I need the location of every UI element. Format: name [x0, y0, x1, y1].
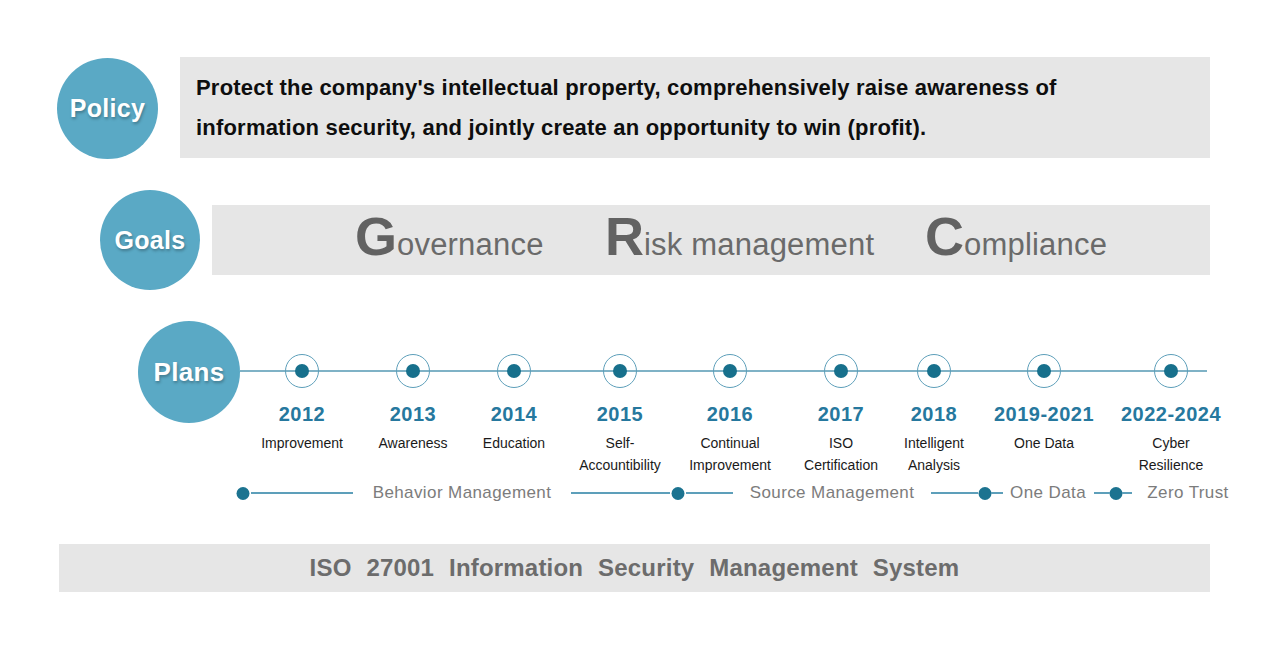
goals-badge-label: Goals: [115, 226, 186, 255]
policy-badge-label: Policy: [70, 94, 145, 123]
phase-dot-4: [1110, 487, 1123, 500]
goals-badge: Goals: [100, 190, 200, 290]
policy-statement-box: Protect the company's intellectual prope…: [180, 57, 1210, 158]
timeline-node-dot: [1164, 364, 1178, 378]
timeline-node-dot: [406, 364, 420, 378]
phase-dot-2: [672, 487, 685, 500]
timeline-node-dot: [927, 364, 941, 378]
phase-connector-6: [1094, 492, 1110, 494]
timeline-node-dot: [507, 364, 521, 378]
phase-connector-4: [931, 492, 978, 494]
phase-connector-5: [991, 492, 1003, 494]
phase-connector-1: [251, 492, 353, 494]
goal-initial: R: [605, 209, 644, 263]
timeline-node-dot: [723, 364, 737, 378]
timeline-year-2022-2024: 2022-2024: [1091, 403, 1251, 426]
policy-badge: Policy: [57, 58, 158, 159]
phase-connector-2: [571, 492, 670, 494]
phase-label-zero-trust: Zero Trust: [1147, 483, 1228, 503]
goal-rest: isk management: [644, 227, 874, 263]
goal-rest: ompliance: [964, 227, 1107, 263]
phase-label-one-data: One Data: [1010, 483, 1086, 503]
goal-item-governance: Governance: [355, 209, 544, 263]
goal-initial: C: [925, 209, 964, 263]
goal-rest: overnance: [397, 227, 544, 263]
goals-box: Governance Risk management Compliance: [212, 205, 1210, 275]
phase-label-source-management: Source Management: [750, 483, 915, 503]
phase-dot-3: [979, 487, 992, 500]
goal-initial: G: [355, 209, 397, 263]
footer-bar: ISO 27001 Information Security Managemen…: [59, 544, 1210, 592]
timeline-node-dot: [613, 364, 627, 378]
policy-statement-text: Protect the company's intellectual prope…: [196, 68, 1057, 148]
phase-connector-3: [686, 492, 733, 494]
timeline-node-dot: [295, 364, 309, 378]
timeline-label-2022-2024: Cyber Resilience: [1101, 432, 1241, 476]
timeline-node-dot: [834, 364, 848, 378]
phase-dot-1: [237, 487, 250, 500]
footer-text: ISO 27001 Information Security Managemen…: [310, 554, 960, 582]
timeline-label-2019-2021: One Data: [974, 432, 1114, 454]
phase-connector-7: [1122, 492, 1132, 494]
security-strategy-infographic: Policy Protect the company's intellectua…: [0, 0, 1272, 669]
phase-label-behavior-management: Behavior Management: [373, 483, 552, 503]
goal-item-risk-management: Risk management: [605, 209, 874, 263]
plans-badge-label: Plans: [154, 357, 225, 388]
goal-item-compliance: Compliance: [925, 209, 1107, 263]
timeline-node-dot: [1037, 364, 1051, 378]
